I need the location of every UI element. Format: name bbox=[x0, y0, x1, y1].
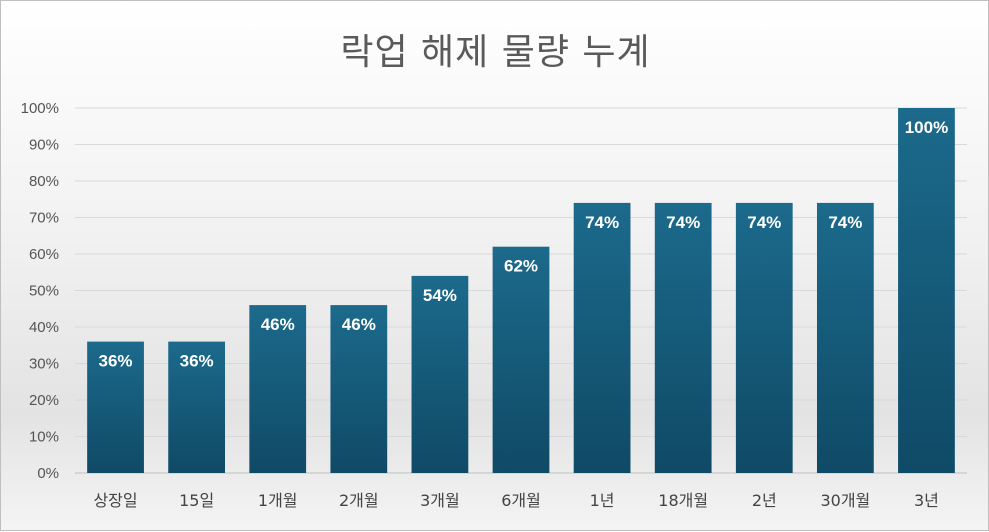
data-label: 36% bbox=[180, 352, 214, 371]
bar bbox=[735, 202, 793, 473]
data-label: 36% bbox=[99, 352, 133, 371]
data-label: 62% bbox=[504, 257, 538, 276]
y-tick-label: 80% bbox=[29, 173, 59, 190]
data-label: 74% bbox=[585, 213, 619, 232]
bar bbox=[573, 202, 631, 473]
bar bbox=[411, 275, 469, 473]
category-label: 2개월 bbox=[339, 491, 379, 510]
y-axis: 0% 10% 20% 30% 40% 50% 60% 70% 80% 90% 100% bbox=[21, 100, 59, 482]
y-tick-label: 30% bbox=[29, 356, 59, 373]
bar bbox=[330, 305, 388, 473]
data-label: 74% bbox=[828, 213, 862, 232]
bar bbox=[249, 305, 307, 473]
bar bbox=[816, 202, 874, 473]
y-tick-label: 10% bbox=[29, 429, 59, 446]
category-label: 3개월 bbox=[420, 491, 460, 510]
category-label: 3년 bbox=[914, 491, 939, 510]
bar bbox=[492, 246, 550, 473]
category-label: 15일 bbox=[179, 491, 214, 510]
bar bbox=[87, 341, 144, 473]
category-label: 1년 bbox=[590, 491, 615, 510]
data-label: 46% bbox=[342, 315, 376, 334]
y-tick-label: 60% bbox=[29, 246, 59, 263]
y-tick-label: 40% bbox=[29, 319, 59, 336]
y-tick-label: 70% bbox=[29, 210, 59, 227]
y-tick-label: 100% bbox=[21, 100, 59, 117]
data-label: 100% bbox=[905, 118, 948, 137]
data-label: 74% bbox=[747, 213, 781, 232]
category-label: 상장일 bbox=[93, 491, 137, 510]
bar bbox=[898, 108, 955, 473]
bars: 36% 36% 46% 46% 54% 62% 74% 74% 74% 74% 100% bbox=[87, 108, 955, 473]
category-label: 2년 bbox=[752, 491, 777, 510]
data-label: 46% bbox=[261, 315, 295, 334]
x-axis: 상장일 15일 1개월 2개월 3개월 6개월 1년 18개월 2년 30개월 3년 bbox=[93, 491, 938, 510]
category-label: 6개월 bbox=[501, 491, 541, 510]
bar bbox=[168, 341, 226, 473]
data-label: 74% bbox=[666, 213, 700, 232]
category-label: 30개월 bbox=[820, 491, 870, 510]
chart-title: 락업 해제 물량 누계 bbox=[340, 32, 651, 73]
data-label: 54% bbox=[423, 286, 457, 305]
y-tick-label: 0% bbox=[37, 465, 59, 482]
bar bbox=[654, 202, 712, 473]
y-tick-label: 90% bbox=[29, 137, 59, 154]
y-tick-label: 20% bbox=[29, 392, 59, 409]
category-label: 18개월 bbox=[658, 491, 708, 510]
y-tick-label: 50% bbox=[29, 283, 59, 300]
category-label: 1개월 bbox=[258, 491, 298, 510]
